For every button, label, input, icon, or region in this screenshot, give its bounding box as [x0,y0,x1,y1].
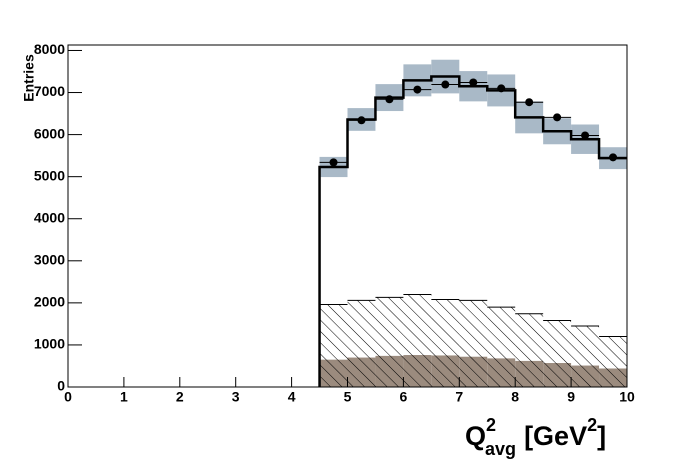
y-tick-label: 2000 [34,294,65,310]
x-label-unit-sup: 2 [587,415,597,435]
data-point [609,153,618,162]
data-point [525,98,534,107]
x-tick-label: 10 [619,389,635,405]
hatched-bin [543,320,572,387]
x-label-sup: 2 [486,415,496,435]
x-label-close: ] [597,421,606,451]
data-point [581,131,590,140]
y-tick-label: 1000 [34,336,65,352]
x-tick-label: 1 [120,389,128,405]
x-label-unit: [GeV [524,421,587,451]
y-tick-label: 3000 [34,252,65,268]
x-tick-label: 8 [511,389,519,405]
x-label-base: Q [465,421,486,451]
y-tick-label: 6000 [34,125,65,141]
y-tick-label: 0 [57,378,65,394]
hatched-bin [487,307,516,387]
hatched-bin [319,304,348,387]
hatched-bin [347,300,376,387]
x-tick-label: 0 [64,389,72,405]
hatched-bin [599,336,627,387]
data-point [441,80,450,89]
hatched-bin [571,326,600,387]
x-tick-label: 5 [344,389,352,405]
plot-area [318,59,627,387]
hatched-bin [515,313,544,387]
y-tick-label: 4000 [34,209,65,225]
data-point [553,113,562,122]
x-tick-label: 9 [567,389,575,405]
mc-step [318,75,627,387]
hatched-bin [375,297,404,387]
hatched-bin [403,294,432,387]
data-point [329,158,338,167]
y-tick-label: 5000 [34,167,65,183]
x-tick-label: 6 [400,389,408,405]
y-tick-label: 7000 [34,83,65,99]
data-point [469,78,478,87]
x-tick-label: 3 [232,389,240,405]
x-label-sub: avg [485,439,516,459]
x-tick-label: 2 [176,389,184,405]
hatched-bin [431,299,460,387]
hatched-bin [459,300,488,387]
data-point [413,85,422,94]
data-point [385,95,394,104]
x-axis-label: Q2 avg [GeV2] [465,415,606,459]
x-tick-label: 7 [455,389,463,405]
data-point [357,116,366,125]
x-tick-label: 4 [288,389,296,405]
data-point [497,84,506,93]
y-axis-label: Entries [21,54,37,102]
y-tick-label: 8000 [34,41,65,57]
